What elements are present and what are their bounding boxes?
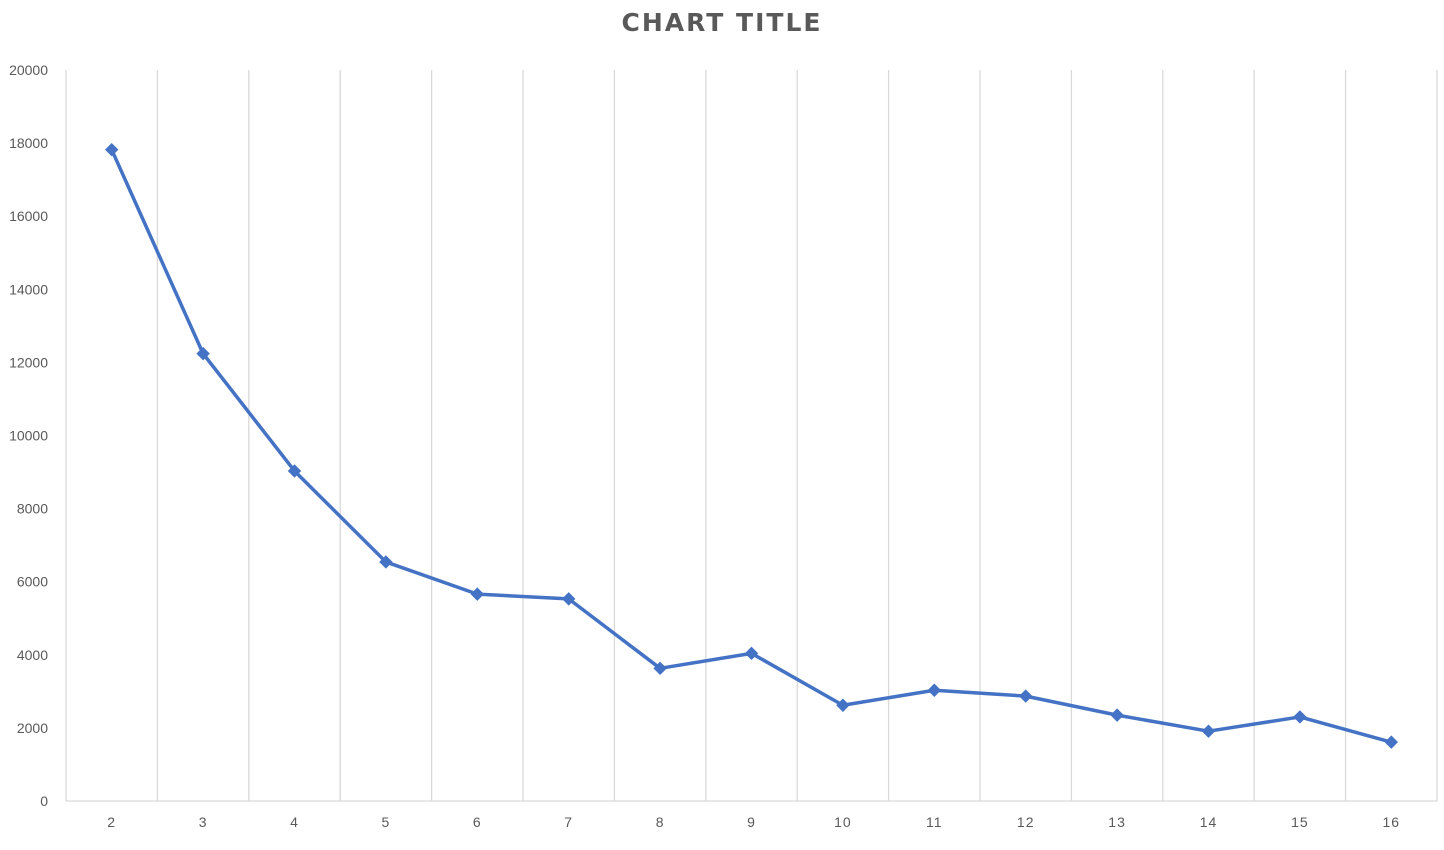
data-point-marker [196, 346, 210, 361]
x-tick-label: 10 [834, 814, 852, 830]
data-point-marker [104, 142, 119, 157]
x-tick-label: 8 [656, 814, 665, 830]
y-tick-label: 14000 [9, 281, 48, 297]
x-tick-label: 6 [473, 814, 482, 830]
y-tick-label: 20000 [9, 62, 48, 78]
y-tick-label: 18000 [9, 135, 48, 151]
data-point-marker [1293, 710, 1307, 724]
x-tick-label: 5 [382, 814, 391, 830]
y-tick-label: 4000 [17, 647, 48, 663]
data-point-marker [1110, 708, 1124, 722]
x-tick-label: 3 [199, 814, 208, 830]
data-point-marker [653, 661, 667, 676]
y-tick-label: 10000 [9, 428, 48, 444]
x-tick-label: 11 [926, 814, 943, 830]
data-point-marker [836, 698, 850, 712]
x-tick-label: 2 [107, 814, 116, 830]
x-tick-label: 13 [1108, 814, 1126, 830]
y-tick-label: 16000 [9, 208, 48, 224]
data-point-marker [470, 587, 485, 601]
data-point-marker [1384, 735, 1399, 749]
x-axis-tick-labels: 2 3 4 5 6 7 8 9 10 11 12 13 14 15 16 [107, 814, 1401, 830]
y-tick-label: 2000 [17, 720, 48, 736]
y-tick-label: 0 [40, 793, 48, 809]
x-tick-label: 4 [290, 814, 299, 830]
x-tick-label: 16 [1383, 814, 1401, 830]
y-axis-tick-labels: 0 2000 4000 6000 8000 10000 12000 14000 16000 180… [9, 62, 48, 809]
x-tick-label: 15 [1291, 814, 1309, 830]
data-point-marker [287, 464, 302, 478]
gridlines [65, 70, 1438, 801]
data-point-marker [744, 646, 759, 661]
x-tick-label: 7 [564, 814, 573, 830]
y-tick-label: 12000 [9, 354, 48, 370]
data-point-marker [379, 555, 393, 569]
data-point-marker [927, 683, 942, 697]
data-point-marker [1018, 689, 1033, 703]
chart-title: CHART TITLE [621, 8, 823, 37]
x-tick-label: 12 [1017, 814, 1035, 830]
y-tick-label: 6000 [17, 574, 48, 590]
x-tick-label: 9 [747, 814, 756, 830]
data-point-marker [561, 592, 576, 606]
data-point-marker [1201, 724, 1216, 738]
series-layer [104, 142, 1399, 749]
y-tick-label: 8000 [17, 501, 48, 517]
x-tick-label: 14 [1200, 814, 1218, 830]
